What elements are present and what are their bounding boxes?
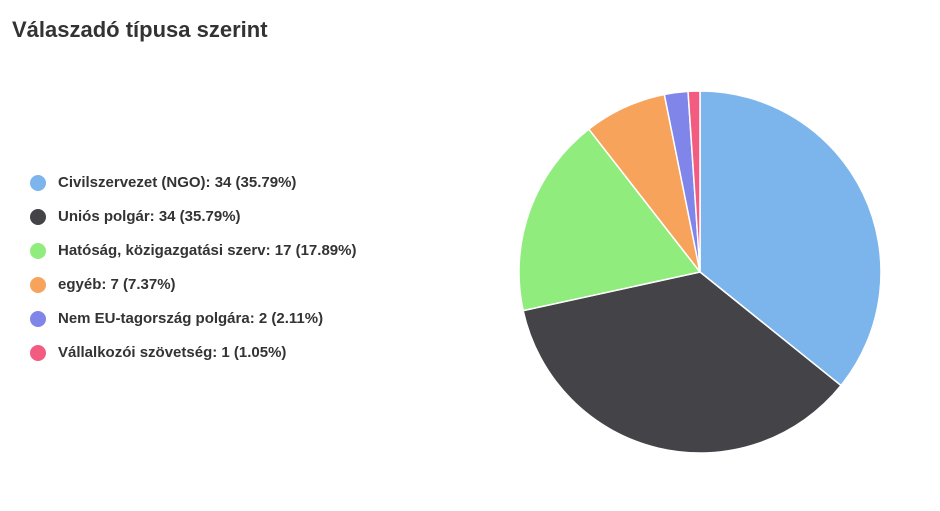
legend-label: Uniós polgár: 34 (35.79%): [58, 208, 241, 225]
pie-slice: [699, 90, 882, 387]
legend-label: Vállalkozói szövetség: 1 (1.05%): [58, 344, 286, 361]
legend-label: egyéb: 7 (7.37%): [58, 276, 176, 293]
legend-label: Hatóság, közigazgatási szerv: 17 (17.89%…: [58, 242, 356, 259]
legend-marker: [30, 209, 46, 225]
legend-marker: [30, 311, 46, 327]
legend-label: Civilszervezet (NGO): 34 (35.79%): [58, 174, 296, 191]
pie-slice: [687, 90, 701, 273]
legend-marker: [30, 243, 46, 259]
pie-slice: [518, 128, 702, 312]
legend-marker: [30, 345, 46, 361]
legend-marker: [30, 277, 46, 293]
legend-marker: [30, 175, 46, 191]
chart-title: Válaszadó típusa szerint: [12, 17, 268, 42]
legend-label: Nem EU-tagország polgára: 2 (2.11%): [58, 310, 323, 327]
pie-slice: [522, 271, 843, 454]
